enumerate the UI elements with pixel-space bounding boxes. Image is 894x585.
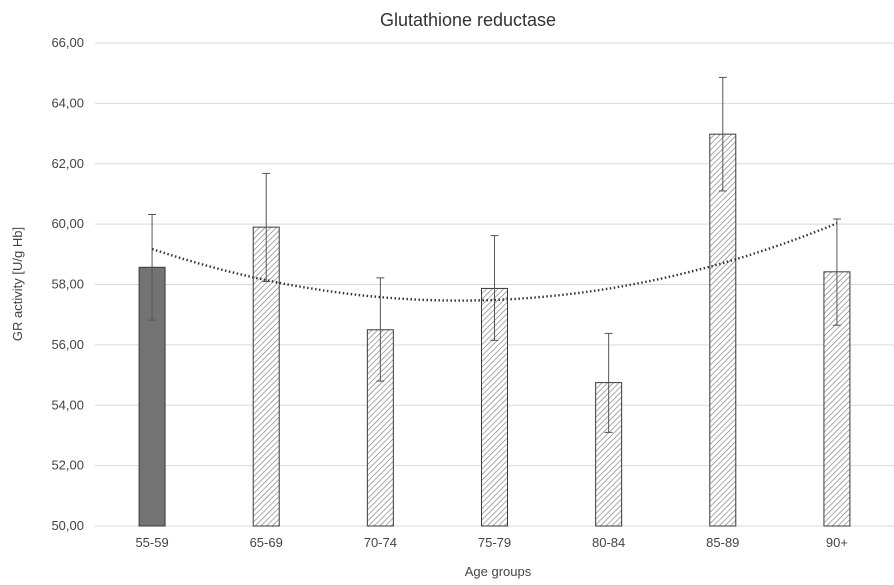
x-tick-label: 80-84	[592, 535, 625, 550]
y-tick-labels: 50,00 52,00 54,00 56,00 58,00 60,00 62,00 64,00…	[51, 35, 84, 533]
y-tick-label: 52,00	[51, 458, 84, 473]
chart-title: Glutathione reductase	[380, 10, 556, 30]
error-bars	[148, 76, 841, 433]
bar-85-89	[709, 133, 737, 527]
error-bar	[148, 213, 157, 321]
error-bar	[832, 218, 841, 326]
x-tick-label: 75-79	[478, 535, 511, 550]
y-tick-label: 66,00	[51, 35, 84, 50]
x-axis-label: Age groups	[465, 564, 532, 579]
error-bar	[490, 235, 499, 341]
y-tick-label: 56,00	[51, 337, 84, 352]
x-tick-label: 85-89	[706, 535, 739, 550]
y-axis-label: GR activity [U/g Hb]	[10, 227, 25, 341]
y-tick-label: 50,00	[51, 518, 84, 533]
y-tick-label: 58,00	[51, 277, 84, 292]
error-bar	[604, 332, 613, 433]
y-tick-label: 60,00	[51, 216, 84, 231]
y-tick-label: 62,00	[51, 156, 84, 171]
x-tick-labels: 55-59 65-69 70-74 75-79 80-84 85-89 90+	[135, 535, 848, 550]
x-tick-label: 65-69	[250, 535, 283, 550]
error-bar	[376, 277, 385, 382]
error-bar	[718, 76, 727, 192]
x-tick-label: 70-74	[364, 535, 397, 550]
trendline	[151, 222, 838, 302]
x-tick-label: 55-59	[135, 535, 168, 550]
y-tick-label: 54,00	[51, 397, 84, 412]
y-tick-label: 64,00	[51, 95, 84, 110]
x-tick-label: 90+	[826, 535, 848, 550]
